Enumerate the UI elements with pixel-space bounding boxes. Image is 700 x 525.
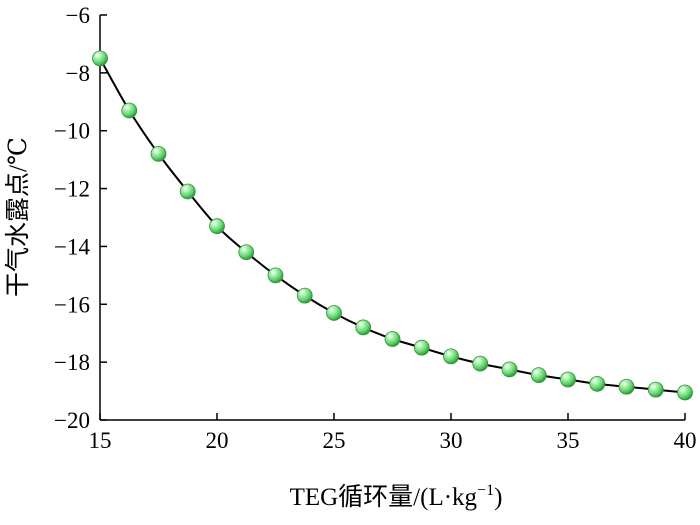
axes: 15 20 25 30 35 40 −6 −8 −10 −12 −14 −16 −18 −20 [54,3,696,453]
data-point [296,287,313,304]
x-tick-label: 25 [323,428,346,453]
data-point [530,367,547,384]
x-axis-title: TEG循环量/(L·kg−1) [290,482,503,511]
data-point [121,102,138,119]
y-tick-label: −10 [54,119,90,144]
data-point [326,305,342,321]
y-axis-title: 干气水露点/℃ [4,137,32,297]
data-point [443,348,459,365]
data-point [92,50,108,67]
data-point [355,319,372,336]
data-point [267,267,284,284]
x-tick-label: 20 [206,428,229,453]
data-point [560,371,576,388]
x-tick-label: 35 [557,428,580,453]
data-point [384,331,401,347]
data-point [618,378,635,395]
plot-area [92,50,693,401]
x-tick-label: 40 [674,428,697,453]
data-point [209,218,225,235]
data-point [413,339,430,356]
data-point [647,381,664,398]
y-tick-label: −18 [54,350,90,375]
data-point [589,375,606,392]
x-axis-title-superscript: −1 [477,482,494,499]
data-point [150,145,167,162]
x-tick-label: 30 [440,428,463,453]
y-tick-label: −6 [66,3,90,28]
data-point [238,244,255,261]
data-point [501,361,518,378]
data-point [179,183,196,200]
data-point [472,355,489,372]
y-tick-label: −8 [66,61,90,86]
y-tick-label: −16 [54,292,90,317]
x-tick-label: 15 [89,428,112,453]
data-point [677,384,693,401]
y-tick-label: −20 [54,408,90,433]
y-tick-label: −14 [54,234,90,259]
y-tick-label: −12 [54,177,90,202]
